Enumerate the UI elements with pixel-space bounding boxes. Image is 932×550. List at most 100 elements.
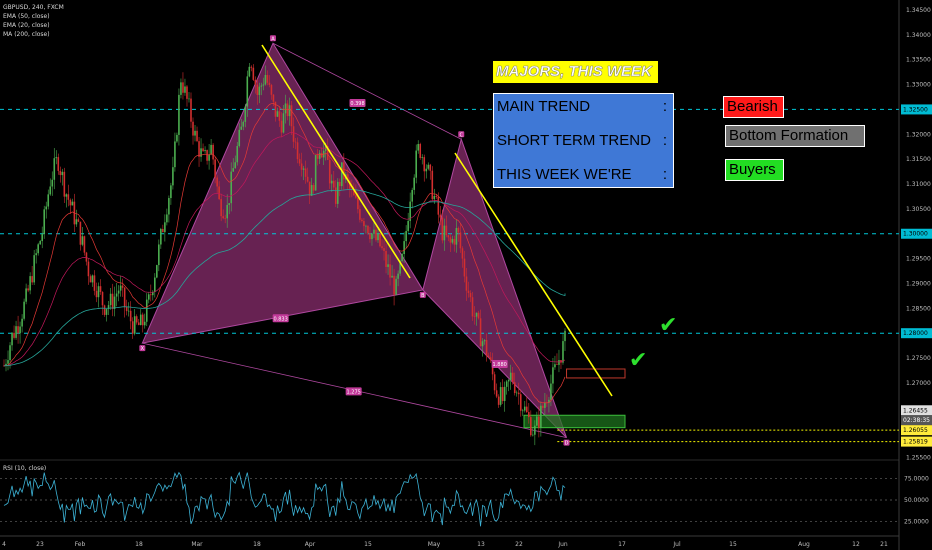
pattern-point-label: A [271,36,275,42]
candle-body [37,244,39,254]
candle-body [381,246,383,249]
ratio-label: 1.880 [493,362,507,368]
candle-body [556,364,558,365]
candle-body [143,321,146,326]
candle-body [151,291,154,296]
tag-bearish: Bearish [723,96,784,118]
pattern-point-label: X [141,346,145,352]
row-this-week: THIS WEEK WE'RE [497,166,632,183]
candle-body [548,399,550,404]
candle-body [375,229,377,241]
price-label-bg [901,425,932,436]
candle-body [403,241,405,255]
time-axis-tick-label: 18 [135,541,143,548]
candle-body [63,171,66,197]
legend-ma200: MA (200, close) [3,31,50,38]
candle-body [343,162,345,180]
weekly-title-banner: MAJORS, THIS WEEK [493,61,658,83]
candle-body [306,176,309,182]
time-axis-tick-label: Apr [305,541,316,548]
candle-body [320,152,323,158]
candle-body [501,387,504,402]
candle-body [27,288,29,291]
candle-body [298,159,301,164]
candle-body [81,236,84,245]
price-label-text: 1.26055 [903,427,928,434]
candle-body [330,180,333,184]
pattern-point-label: C [460,132,464,138]
candle-body [383,248,385,251]
candle-body [149,294,152,296]
candle-body [246,76,249,107]
candle-body [419,144,422,158]
price-axis-tick-label: 1.34500 [906,7,931,14]
candle-body [481,341,484,347]
candle-body [168,198,170,215]
candle-body [248,66,251,77]
candle-body [536,416,538,426]
candle-body [459,232,462,249]
candle-body [240,126,243,130]
candle-body [252,67,255,80]
price-axis-tick-label: 1.27500 [906,355,931,362]
candle-body [196,130,198,142]
candle-body [495,390,498,397]
candle-body [429,164,432,171]
candle-body [101,292,104,306]
price-label-text: 1.32500 [903,106,928,113]
candle-body [23,301,25,319]
candle-body [359,209,361,220]
price-axis-tick-label: 1.29500 [906,256,931,263]
candle-body [236,145,239,163]
candle-body [528,412,530,418]
ratio-label-bg [491,360,508,369]
candle-body [13,332,15,338]
candle-body [288,105,291,117]
tag-bottom-formation: Bottom Formation [725,125,865,147]
candle-body [427,164,430,169]
support-box [523,414,626,429]
candle-body [79,221,82,245]
candle-body [435,195,438,197]
candle-body [389,264,391,278]
candle-body [367,225,369,234]
candle-body [254,79,257,85]
candle-body [347,174,349,181]
candle-body [505,381,508,387]
candle-body [200,148,202,157]
candle-body [232,168,235,172]
candle-body [47,194,50,207]
candle-body [363,221,365,227]
candle-body [409,201,411,221]
candle-body [93,275,96,291]
price-label-text: 1.30000 [903,231,928,238]
candle-body [385,250,387,267]
candle-body [71,201,74,206]
candle-body [208,154,210,161]
candle-body [242,121,245,127]
candle-body [204,150,206,152]
candle-body [483,340,486,342]
candle-body [111,293,114,309]
candle-body [123,287,126,307]
candle-body [190,98,192,122]
candle-body [160,228,162,245]
price-axis-tick-label: 1.34000 [906,32,931,39]
checkmark-icon: ✔ [629,348,648,373]
price-axis-tick-label: 1.30500 [906,206,931,213]
candle-body [290,105,293,127]
candle-body [284,103,287,114]
candle-body [515,392,518,394]
candle-body [530,417,532,436]
chart-legend: GBPUSD, 240, FXCM EMA (50, close) EMA (2… [3,3,64,39]
resistance-box [566,368,626,379]
candle-body [3,365,5,367]
price-axis-tick-label: 1.28500 [906,305,931,312]
candle-body [109,293,112,306]
candle-body [355,195,357,198]
candle-body [135,316,138,323]
candle-body [45,206,48,210]
candle-body [332,180,335,188]
candle-body [328,159,331,184]
